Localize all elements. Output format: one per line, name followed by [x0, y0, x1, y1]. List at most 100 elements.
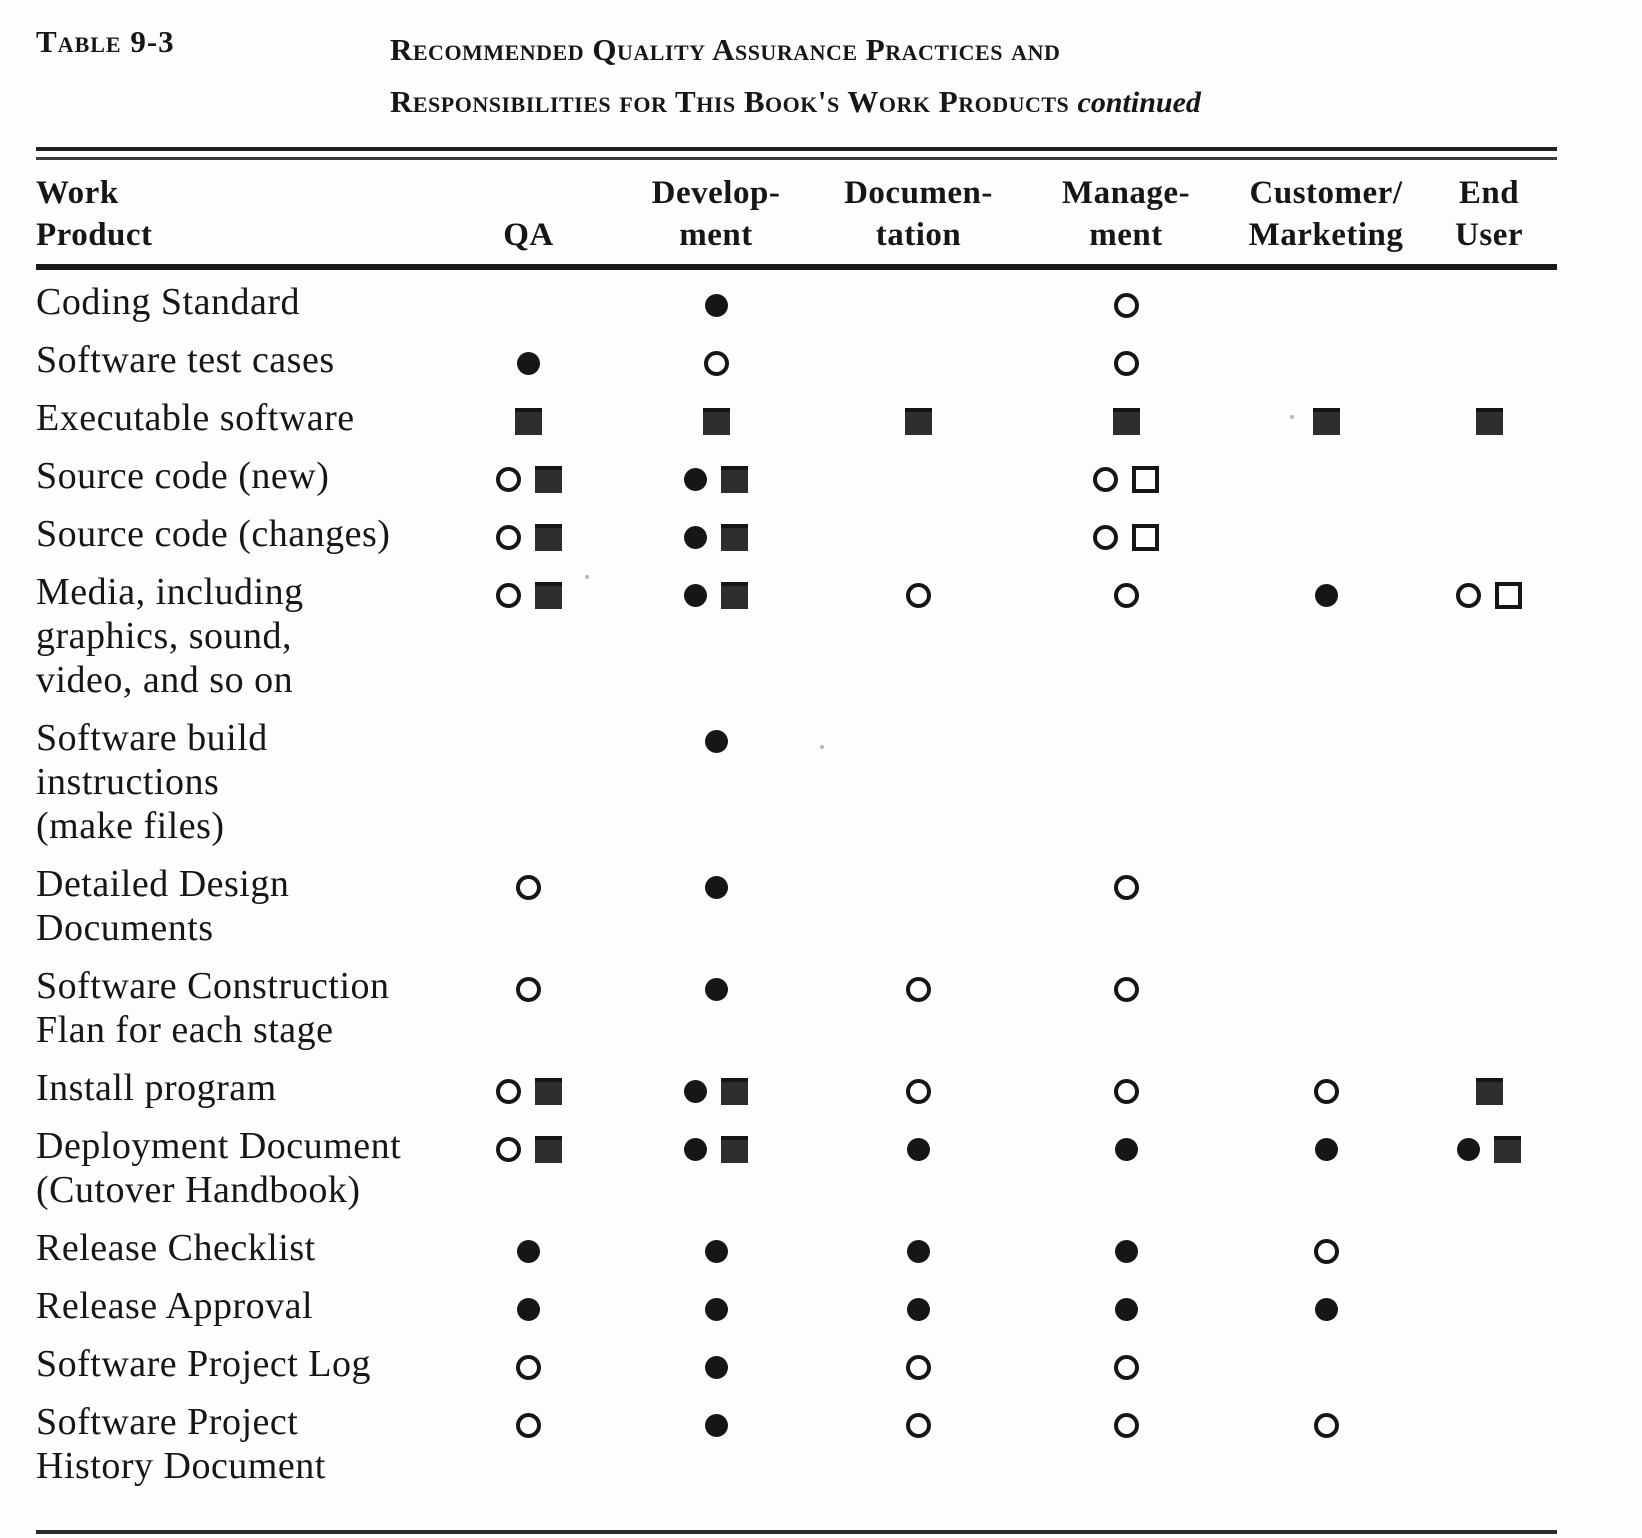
column-header-qa: QA — [441, 160, 616, 270]
cell-development — [616, 1226, 816, 1284]
filled-circle-icon — [1314, 1297, 1338, 1321]
column-header-work-product: Work Product — [36, 160, 441, 270]
open-circle-icon — [495, 582, 521, 608]
cell-development — [616, 964, 816, 1066]
cell-customer-marketing — [1231, 512, 1421, 570]
filled-circle-icon — [704, 1297, 728, 1321]
filled-circle-icon — [704, 977, 728, 1001]
table-row: Media, including graphics, sound, video, a… — [36, 570, 1557, 716]
filled-circle-icon — [684, 1079, 707, 1103]
filled-circle-icon — [1314, 583, 1338, 607]
table-row: Software Project History Document — [36, 1400, 1557, 1502]
cell-development — [616, 716, 816, 862]
cell-development — [616, 267, 816, 338]
cell-end-user — [1421, 1226, 1557, 1284]
open-circle-icon — [1456, 582, 1481, 608]
open-circle-icon — [516, 976, 541, 1002]
cell-customer-marketing — [1231, 1226, 1421, 1284]
header-row: Work Product QA Develop-ment Documen-tation M… — [36, 160, 1557, 270]
cell-management — [1021, 338, 1231, 396]
cell-development — [616, 1124, 816, 1226]
column-header-management: Manage-ment — [1021, 160, 1231, 270]
cell-documentation — [816, 570, 1021, 716]
work-product-label: Release Approval — [36, 1285, 314, 1327]
filled-square-icon — [1475, 1077, 1503, 1105]
cell-end-user — [1421, 512, 1557, 570]
open-circle-icon — [495, 524, 521, 550]
cell-customer-marketing — [1231, 1400, 1421, 1502]
cell-management — [1021, 512, 1231, 570]
open-circle-icon — [703, 350, 729, 376]
scan-speck — [820, 745, 824, 749]
cell-development — [616, 454, 816, 512]
filled-circle-icon — [704, 875, 728, 899]
cell-documentation — [816, 1226, 1021, 1284]
open-circle-icon — [516, 1354, 541, 1380]
work-product-label: Release Checklist — [36, 1227, 316, 1269]
open-circle-icon — [1113, 874, 1139, 900]
work-product-label: Software Project Log — [36, 1343, 372, 1385]
cell-management — [1021, 267, 1231, 338]
cell-development — [616, 1284, 816, 1342]
filled-square-icon — [1475, 407, 1503, 435]
cell-management — [1021, 1226, 1231, 1284]
table-row: Software test cases — [36, 338, 1557, 396]
cell-documentation — [816, 396, 1021, 454]
filled-circle-icon — [1114, 1137, 1138, 1161]
open-circle-icon — [1093, 524, 1118, 550]
table-row: Software build instructions (make files) — [36, 716, 1557, 862]
cell-management — [1021, 716, 1231, 862]
table-title-line2: Responsibilities for This Book's Work Pr… — [390, 84, 1201, 119]
filled-circle-icon — [684, 1137, 707, 1161]
open-circle-icon — [1113, 1354, 1139, 1380]
bottom-rule — [36, 1530, 1557, 1534]
cell-end-user — [1421, 1066, 1557, 1124]
cell-end-user — [1421, 570, 1557, 716]
filled-circle-icon — [684, 525, 707, 549]
cell-qa — [441, 267, 616, 338]
work-product-label: Software Project History Document — [36, 1401, 326, 1487]
cell-development — [616, 1342, 816, 1400]
filled-square-icon — [702, 407, 730, 435]
table-row: Coding Standard — [36, 267, 1557, 338]
cell-management — [1021, 964, 1231, 1066]
filled-square-icon — [515, 407, 542, 435]
open-circle-icon — [1113, 1078, 1139, 1104]
filled-circle-icon — [684, 467, 707, 491]
qa-practices-table: Work Product QA Develop-ment Documen-tation M… — [36, 160, 1557, 1502]
open-circle-icon — [906, 976, 931, 1002]
open-circle-icon — [1113, 292, 1139, 318]
cell-qa — [441, 1226, 616, 1284]
table-caption: Table 9-3 Recommended Quality Assurance … — [0, 0, 1642, 129]
cell-development — [616, 1400, 816, 1502]
cell-development — [616, 1066, 816, 1124]
top-double-rule — [36, 147, 1557, 160]
filled-square-icon — [1312, 407, 1340, 435]
cell-management — [1021, 862, 1231, 964]
cell-qa — [441, 396, 616, 454]
open-circle-icon — [1313, 1078, 1339, 1104]
filled-square-icon — [534, 581, 562, 609]
cell-qa — [441, 1124, 616, 1226]
table-row: Detailed Design Documents — [36, 862, 1557, 964]
open-circle-icon — [1113, 1412, 1139, 1438]
table-row: Software Construction Flan for each stage — [36, 964, 1557, 1066]
cell-development — [616, 570, 816, 716]
cell-qa — [441, 1400, 616, 1502]
cell-customer-marketing — [1231, 1284, 1421, 1342]
cell-qa — [441, 454, 616, 512]
work-product-label: Executable software — [36, 397, 355, 439]
cell-end-user — [1421, 716, 1557, 862]
filled-circle-icon — [907, 1239, 930, 1263]
cell-development — [616, 396, 816, 454]
open-circle-icon — [906, 1078, 931, 1104]
open-circle-icon — [1113, 582, 1139, 608]
cell-documentation — [816, 267, 1021, 338]
filled-circle-icon — [704, 729, 728, 753]
cell-documentation — [816, 338, 1021, 396]
filled-square-icon — [534, 1135, 562, 1163]
cell-management — [1021, 454, 1231, 512]
scan-speck — [1290, 415, 1294, 419]
table-row: Deployment Document (Cutover Handbook) — [36, 1124, 1557, 1226]
open-square-icon — [1132, 523, 1159, 551]
